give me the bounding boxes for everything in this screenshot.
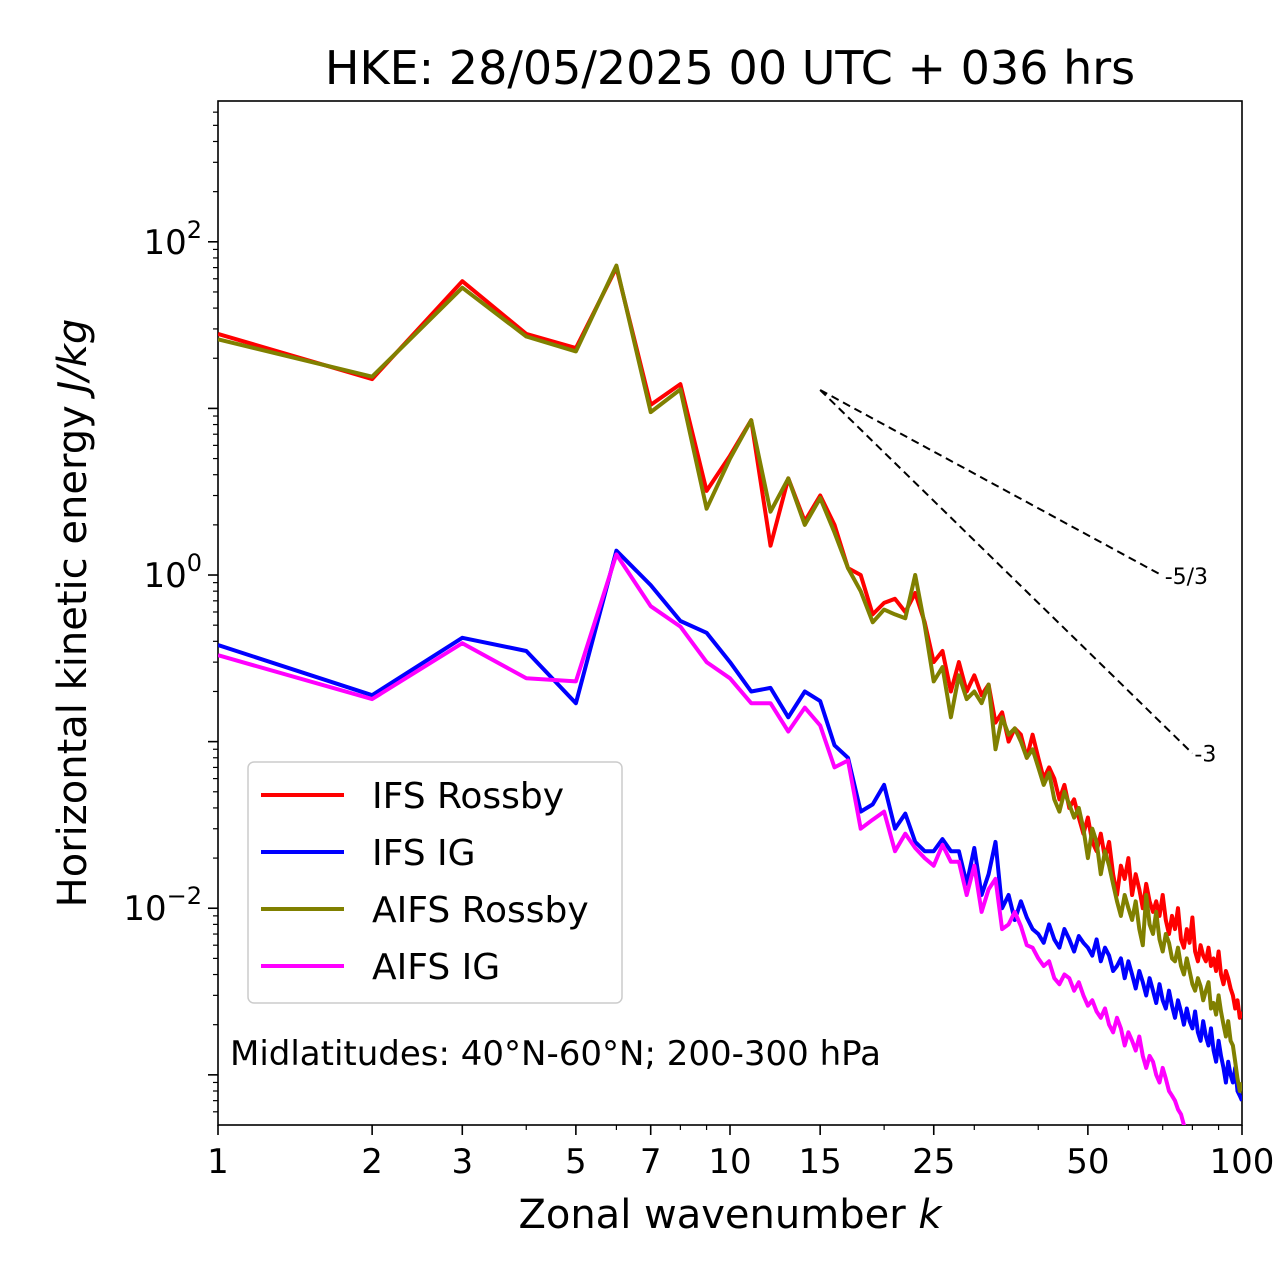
x-tick-label: 7 bbox=[640, 1142, 662, 1182]
x-tick-label: 5 bbox=[565, 1142, 587, 1182]
y-tick-exponent: −2 bbox=[167, 882, 202, 910]
x-tick-label: 3 bbox=[451, 1142, 473, 1182]
y-axis-label-text: Horizontal kinetic energy bbox=[50, 405, 96, 907]
x-tick-label: 1 bbox=[207, 1142, 229, 1182]
x-tick-label: 100 bbox=[1210, 1142, 1275, 1182]
x-axis-label-variable: k bbox=[918, 1192, 943, 1238]
x-tick-label: 50 bbox=[1066, 1142, 1109, 1182]
legend: IFS Rossby IFS IG AIFS Rossby AIFS IG bbox=[247, 761, 623, 1004]
x-tick-label: 2 bbox=[361, 1142, 383, 1182]
legend-label: AIFS Rossby bbox=[372, 890, 589, 931]
y-tick-base: 10 bbox=[123, 889, 166, 929]
slope-line bbox=[819, 389, 1164, 577]
reference-slope-lines: -5/3 -3 bbox=[819, 389, 1216, 767]
y-tick-base: 10 bbox=[143, 556, 186, 596]
x-tick-label: 15 bbox=[799, 1142, 842, 1182]
chart-title: HKE: 28/05/2025 00 UTC + 036 hrs bbox=[325, 41, 1135, 95]
y-tick-label: 100 bbox=[143, 549, 202, 596]
series-lines bbox=[218, 263, 1242, 1125]
x-axis-label: Zonal wavenumber k bbox=[518, 1192, 943, 1238]
slope-line bbox=[819, 389, 1194, 755]
slope-label: -5/3 bbox=[1165, 565, 1208, 590]
legend-label: IFS IG bbox=[372, 833, 476, 874]
legend-label: AIFS IG bbox=[372, 947, 500, 988]
series-line-aifs-rossby bbox=[218, 263, 1242, 1093]
legend-box bbox=[247, 761, 623, 1004]
y-tick-exponent: 2 bbox=[187, 216, 202, 244]
series-line-aifs-ig bbox=[218, 552, 1187, 1125]
x-tick-label: 25 bbox=[912, 1142, 955, 1182]
legend-label: IFS Rossby bbox=[372, 776, 564, 817]
y-tick-base: 10 bbox=[143, 223, 186, 263]
slope-label: -3 bbox=[1194, 742, 1216, 767]
x-tick-label: 10 bbox=[708, 1142, 751, 1182]
y-tick-label: 10−2 bbox=[123, 882, 202, 929]
y-tick-label: 102 bbox=[143, 216, 202, 263]
x-axis-label-text: Zonal wavenumber bbox=[518, 1192, 906, 1238]
y-tick-exponent: 0 bbox=[187, 549, 202, 577]
series-line-ifs-rossby bbox=[218, 265, 1242, 1020]
x-axis: 1 2 3 5 7 10 15 25 50 100 bbox=[207, 1125, 1274, 1182]
y-axis-label-unit: J/kg bbox=[50, 319, 96, 400]
region-annotation: Midlatitudes: 40°N-60°N; 200-300 hPa bbox=[230, 1034, 881, 1074]
y-axis-label: Horizontal kinetic energy J/kg bbox=[50, 319, 96, 908]
